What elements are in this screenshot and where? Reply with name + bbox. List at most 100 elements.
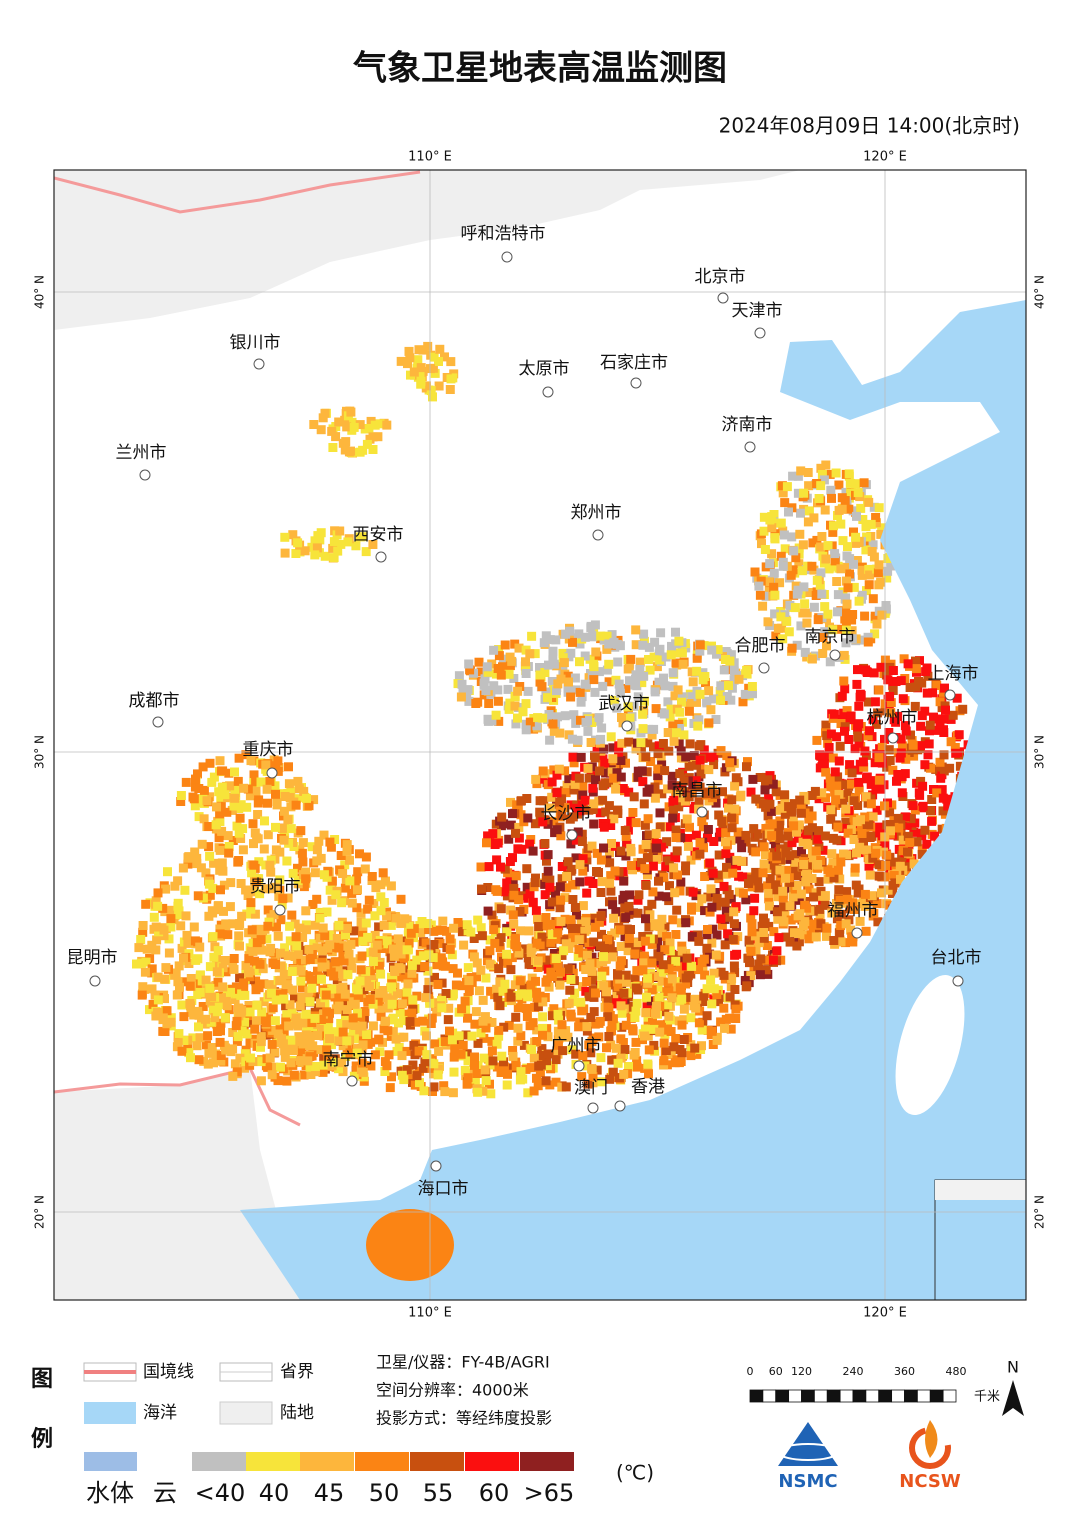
- heat-cell: [729, 919, 739, 929]
- heat-cell: [495, 977, 505, 987]
- heat-cell: [287, 1041, 296, 1051]
- heat-cell: [164, 948, 174, 958]
- heat-cell: [284, 1021, 294, 1031]
- heat-cell: [355, 1027, 365, 1037]
- heat-cell: [842, 887, 852, 897]
- heat-cell: [790, 858, 800, 868]
- heat-cell: [831, 468, 841, 478]
- heat-cell: [538, 713, 548, 723]
- heat-cell: [636, 738, 646, 748]
- heat-cell: [506, 965, 516, 975]
- heat-cell: [324, 930, 334, 940]
- heat-cell: [429, 1059, 439, 1069]
- heat-cell: [624, 934, 634, 943]
- heat-cell: [846, 925, 856, 935]
- heat-cell: [709, 694, 718, 704]
- heat-cell: [547, 897, 557, 907]
- heat-cell: [926, 806, 935, 816]
- scale-segment: [904, 1389, 918, 1403]
- heat-cell: [164, 934, 174, 944]
- heat-cell: [337, 1058, 347, 1068]
- heat-cell: [270, 1016, 280, 1026]
- scale-tick-label: 0: [747, 1365, 754, 1378]
- heat-cell: [673, 870, 682, 880]
- heat-cell: [251, 976, 261, 986]
- heat-cell: [273, 931, 283, 941]
- heat-cell: [577, 837, 587, 846]
- heat-cell: [697, 894, 707, 904]
- heat-cell: [652, 662, 662, 672]
- heat-cell: [751, 867, 761, 877]
- heat-cell: [243, 784, 253, 794]
- heat-cell: [651, 843, 661, 853]
- heat-cell: [173, 876, 183, 886]
- heat-cell: [387, 982, 396, 992]
- heat-cell: [476, 965, 486, 975]
- heat-cell: [445, 944, 455, 954]
- heat-cell: [564, 677, 573, 687]
- lon-label: 120° E: [863, 1306, 907, 1321]
- heat-cell: [877, 610, 887, 620]
- heat-cell: [828, 527, 838, 537]
- heat-cell: [699, 991, 709, 1001]
- heat-cell: [418, 951, 428, 961]
- heat-cell: [234, 931, 244, 941]
- graticule: [54, 170, 1026, 1300]
- heat-cell: [822, 641, 831, 651]
- heat-cell: [316, 528, 326, 538]
- heat-cell: [780, 790, 789, 800]
- heat-cell: [212, 1007, 222, 1017]
- heat-cell: [241, 750, 251, 760]
- heat-cell: [441, 989, 451, 998]
- heat-cell: [729, 666, 739, 676]
- heat-cell: [885, 808, 895, 818]
- heat-cell: [420, 1026, 430, 1036]
- heat-cell: [833, 865, 843, 875]
- scale-segment: [788, 1389, 802, 1403]
- heat-cell: [325, 1034, 334, 1044]
- heat-cell: [598, 681, 608, 691]
- heat-cell: [586, 1013, 596, 1022]
- heat-cell: [513, 1003, 523, 1013]
- heat-cell: [844, 504, 854, 514]
- heat-cell: [683, 841, 693, 851]
- heat-cell: [492, 1062, 502, 1072]
- heat-cell: [224, 768, 234, 778]
- city-label: 兰州市: [116, 443, 167, 463]
- heat-cell: [563, 964, 573, 974]
- heat-cell: [263, 1062, 273, 1072]
- heat-cell: [533, 956, 543, 966]
- heat-cell: [759, 933, 769, 943]
- heat-cell: [342, 846, 352, 856]
- heat-cell: [228, 836, 238, 845]
- heat-cell: [532, 993, 542, 1003]
- heat-cell: [485, 935, 495, 945]
- scale-segment: [865, 1389, 880, 1403]
- heat-cell: [309, 795, 319, 805]
- heat-cell: [235, 973, 245, 983]
- heat-cell: [257, 945, 267, 955]
- heat-cell: [677, 994, 687, 1004]
- heat-cell: [592, 743, 602, 753]
- city-label: 长沙市: [541, 804, 592, 824]
- heat-cell: [821, 720, 831, 730]
- heat-cell: [559, 658, 569, 668]
- heat-cell: [796, 466, 806, 476]
- heat-cell: [851, 479, 861, 489]
- heat-cell: [477, 931, 487, 941]
- heat-cell: [272, 989, 282, 999]
- heat-cell: [803, 517, 813, 527]
- heat-cell: [319, 870, 329, 880]
- heat-cell: [305, 1062, 315, 1072]
- heat-cell: [771, 787, 781, 797]
- city-dot: [501, 251, 513, 263]
- heat-cell: [457, 1004, 467, 1014]
- heat-cell: [421, 993, 431, 1003]
- heat-cell: [675, 769, 685, 779]
- heat-cell: [862, 586, 871, 596]
- heat-cell: [840, 614, 850, 624]
- city-dot: [952, 975, 964, 987]
- heat-cell: [610, 759, 620, 769]
- heat-cell: [638, 640, 648, 650]
- heat-cell: [535, 1068, 545, 1077]
